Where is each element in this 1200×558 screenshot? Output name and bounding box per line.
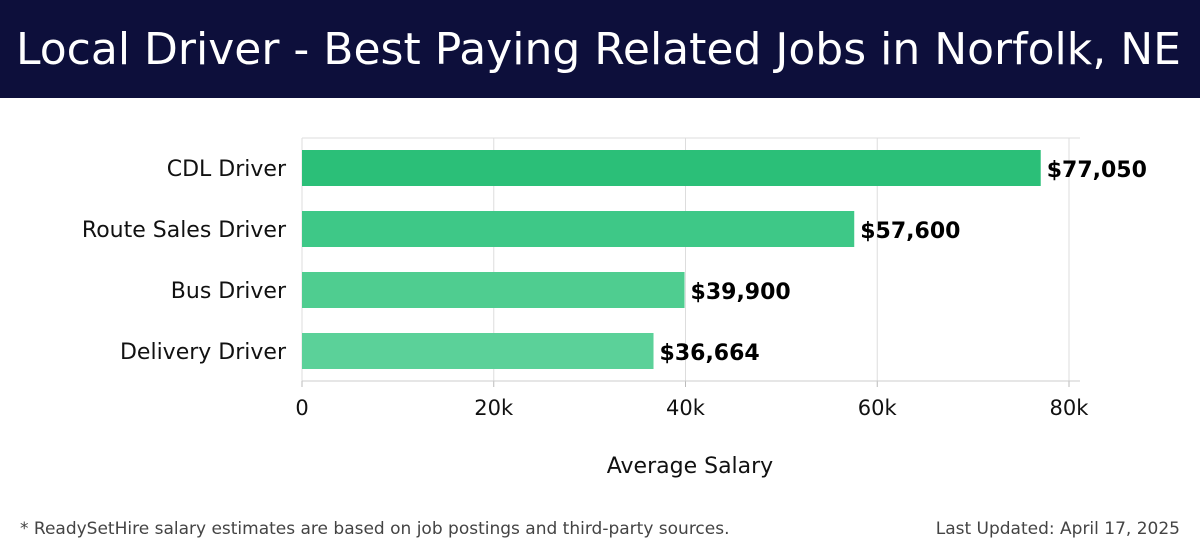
bar-2 (302, 272, 685, 308)
x-tick-label-2: 40k (666, 396, 706, 420)
value-label-0: $77,050 (1047, 158, 1147, 183)
x-tick-label-0: 0 (295, 396, 308, 420)
x-tick-label-4: 80k (1050, 396, 1090, 420)
category-label-2: Bus Driver (171, 279, 287, 304)
bar-3 (302, 333, 654, 369)
x-axis-title: Average Salary (607, 454, 773, 479)
footnote: * ReadySetHire salary estimates are base… (20, 519, 730, 539)
x-tick-label-3: 60k (858, 396, 898, 420)
value-label-1: $57,600 (860, 219, 960, 244)
bar-0 (302, 150, 1041, 186)
header-bar: Local Driver - Best Paying Related Jobs … (0, 0, 1200, 98)
category-label-3: Delivery Driver (120, 340, 287, 365)
page-title: Local Driver - Best Paying Related Jobs … (16, 24, 1181, 75)
x-tick-label-1: 20k (474, 396, 514, 420)
category-label-0: CDL Driver (167, 157, 287, 182)
bar-1 (302, 211, 855, 247)
value-label-3: $36,664 (660, 341, 760, 366)
bars: CDL Driver $77,050 Route Sales Driver $57,6… (82, 150, 1147, 369)
value-label-2: $39,900 (691, 280, 791, 305)
category-label-1: Route Sales Driver (82, 218, 287, 243)
x-axis: 0 20k 40k 60k 80k (295, 380, 1090, 420)
salary-bar-chart: CDL Driver $77,050 Route Sales Driver $57,6… (82, 137, 1147, 479)
last-updated: Last Updated: April 17, 2025 (935, 519, 1180, 539)
